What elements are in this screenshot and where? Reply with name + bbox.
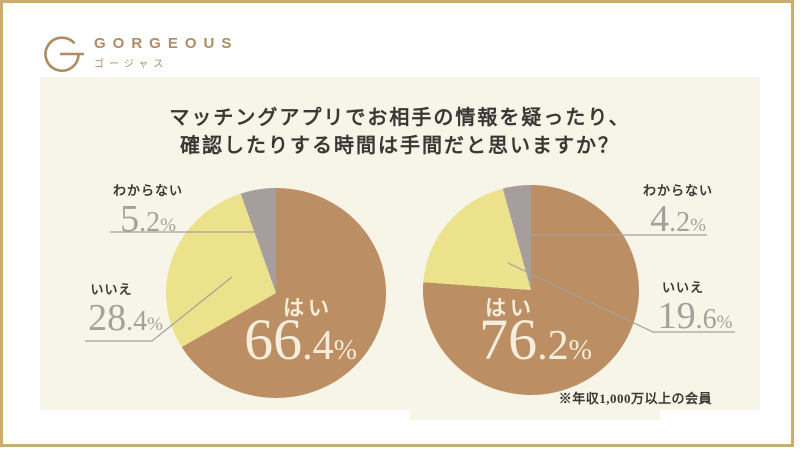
callout-left-iie: いいえ 28.4% xyxy=(58,279,193,340)
pie-slice-right-1 xyxy=(423,188,531,290)
pie-slice-left-0 xyxy=(181,187,387,398)
callout-left-wakaranai: わからない 5.2% xyxy=(92,180,204,241)
chart-title-line1: マッチングアプリでお相手の情報を疑ったり、 xyxy=(169,107,631,129)
pie-right-hai-label: はい xyxy=(485,297,535,320)
panel-extension xyxy=(410,405,660,420)
chart-title: マッチングアプリでお相手の情報を疑ったり、 確認したりする時間は手間だと思います… xyxy=(40,104,760,160)
pie-left-hai-value: 66.4% xyxy=(244,307,357,372)
callout-value: 4.2% xyxy=(650,198,706,240)
pie-right-high-income xyxy=(422,184,639,396)
logo-kana: ゴージャス xyxy=(94,59,169,70)
callout-label: いいえ xyxy=(661,280,704,295)
pie-left-hai-label: はい xyxy=(283,297,333,320)
callout-label: わからない xyxy=(642,183,713,198)
footnote: ※年収1,000万以上の会員 xyxy=(558,391,712,406)
callout-right-iie: いいえ 19.6% xyxy=(630,277,760,338)
logo-g-icon xyxy=(44,36,84,72)
brand-logo: GORGEOUS ゴージャス xyxy=(40,32,238,76)
pie-right-hai-value: 76.2% xyxy=(479,307,592,372)
callout-value: 5.2% xyxy=(120,198,176,240)
logo-name: GORGEOUS xyxy=(94,35,239,52)
chart-title-line2: 確認したりする時間は手間だと思いますか？ xyxy=(180,135,620,157)
callout-value: 19.6% xyxy=(657,295,733,337)
leader-line-left-iie xyxy=(85,276,233,342)
callout-value: 28.4% xyxy=(88,297,163,339)
callout-label: いいえ xyxy=(90,282,133,297)
callout-right-wakaranai: わからない 4.2% xyxy=(622,180,734,241)
callout-label: わからない xyxy=(112,183,183,198)
pie-slice-right-2 xyxy=(502,184,531,290)
pie-slice-left-2 xyxy=(240,188,276,293)
leader-line-right-iie xyxy=(507,262,735,333)
pie-slice-right-0 xyxy=(422,185,639,396)
chart-panel xyxy=(40,77,760,410)
logo-text: GORGEOUS ゴージャス xyxy=(94,35,239,71)
